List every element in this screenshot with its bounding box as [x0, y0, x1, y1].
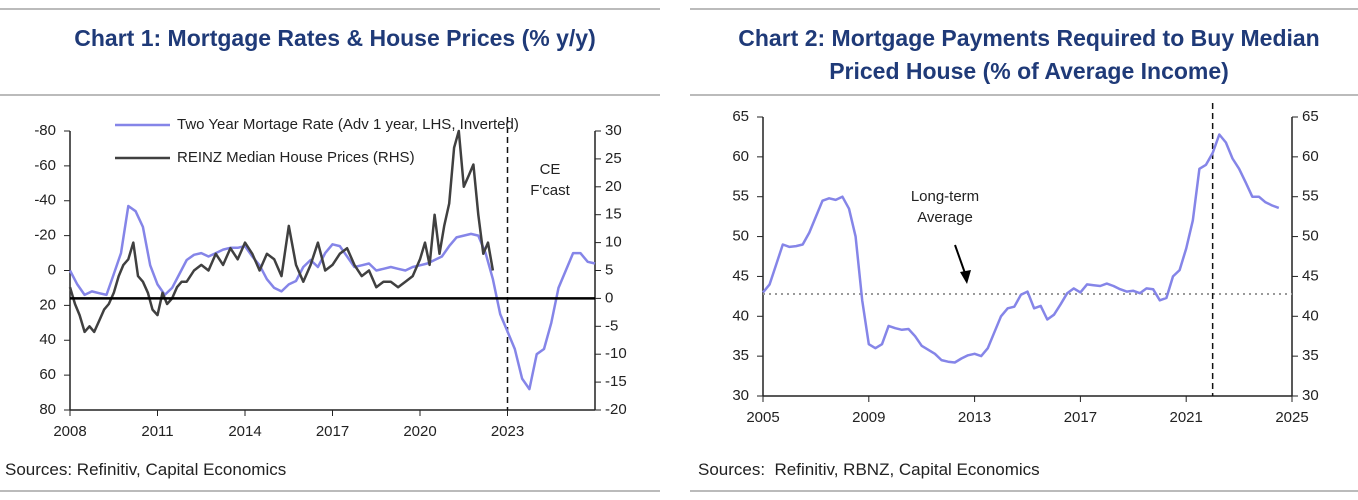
- y-tick-label: -20: [34, 227, 56, 244]
- y2-tick-label: 65: [1302, 108, 1319, 125]
- legend-label: Two Year Mortage Rate (Adv 1 year, LHS, …: [177, 116, 519, 133]
- annotation-arrow: [954, 244, 967, 277]
- y2-tick-label: -5: [605, 317, 618, 334]
- x-tick-label: 2013: [958, 409, 991, 426]
- series-line: [68, 129, 495, 334]
- series-line: [762, 133, 1280, 364]
- y-tick-label: 40: [732, 307, 749, 324]
- y2-tick-label: 0: [605, 289, 613, 306]
- x-tick-label: 2008: [53, 423, 86, 440]
- y2-tick-label: 5: [605, 261, 613, 278]
- separators: [0, 8, 1358, 492]
- y-tick-label: 60: [39, 366, 56, 383]
- y-tick-label: 35: [732, 347, 749, 364]
- y2-tick-label: 30: [1302, 387, 1319, 404]
- y-tick-label: 40: [39, 331, 56, 348]
- x-tick-label: 2025: [1275, 409, 1308, 426]
- y2-tick-label: 25: [605, 150, 622, 167]
- y2-tick-label: 60: [1302, 148, 1319, 165]
- x-tick-label: 2017: [316, 423, 349, 440]
- x-tick-label: 2011: [141, 423, 173, 440]
- y2-tick-label: -15: [605, 373, 627, 390]
- y-tick-label: 50: [732, 228, 749, 245]
- annotation: CE: [540, 161, 561, 178]
- y-tick-label: -40: [34, 192, 56, 209]
- x-tick-label: 2023: [491, 423, 524, 440]
- x-tick-label: 2020: [403, 423, 436, 440]
- annotation: F'cast: [530, 182, 570, 199]
- y2-tick-label: 50: [1302, 228, 1319, 245]
- annotation: Long-term: [911, 188, 979, 205]
- y2-tick-label: 45: [1302, 267, 1319, 284]
- x-tick-label: 2009: [852, 409, 885, 426]
- y-tick-label: 65: [732, 108, 749, 125]
- legend-label: REINZ Median House Prices (RHS): [177, 149, 415, 166]
- y2-tick-label: 40: [1302, 307, 1319, 324]
- y-tick-label: 45: [732, 267, 749, 284]
- series-line: [68, 204, 596, 391]
- chart-title: Chart 2: Mortgage Payments Required to B…: [738, 25, 1320, 84]
- x-tick-label: 2005: [746, 409, 779, 426]
- annotation-arrowhead: [960, 270, 971, 284]
- chart-title: Chart 1: Mortgage Rates & House Prices (…: [74, 25, 596, 51]
- y2-tick-label: 20: [605, 178, 622, 195]
- y-tick-label: 80: [39, 401, 56, 418]
- y-tick-label: 0: [48, 261, 56, 278]
- source-note: Sources: Refinitiv, Capital Economics: [5, 460, 287, 479]
- y2-tick-label: 15: [605, 206, 622, 223]
- y-tick-label: 30: [732, 387, 749, 404]
- y2-tick-label: -20: [605, 401, 627, 418]
- y2-tick-label: -10: [605, 345, 627, 362]
- annotation: Average: [917, 209, 973, 226]
- y2-tick-label: 35: [1302, 347, 1319, 364]
- y-tick-label: -60: [34, 157, 56, 174]
- y-tick-label: 60: [732, 148, 749, 165]
- y-tick-label: 55: [732, 188, 749, 205]
- y-tick-label: -80: [34, 122, 56, 139]
- source-note: Sources: Refinitiv, RBNZ, Capital Econom…: [698, 460, 1040, 479]
- x-tick-label: 2021: [1170, 409, 1203, 426]
- y2-tick-label: 55: [1302, 188, 1319, 205]
- x-tick-label: 2017: [1064, 409, 1097, 426]
- y2-tick-label: 30: [605, 122, 622, 139]
- y2-tick-label: 10: [605, 234, 622, 251]
- x-tick-label: 2014: [228, 423, 261, 440]
- y-tick-label: 20: [39, 296, 56, 313]
